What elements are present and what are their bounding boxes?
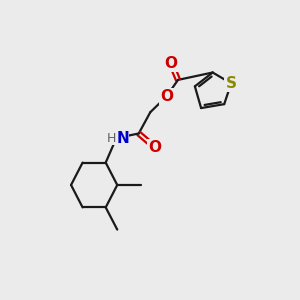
Text: O: O — [165, 56, 178, 71]
Text: S: S — [226, 76, 237, 91]
Text: O: O — [148, 140, 161, 155]
Text: N: N — [116, 130, 129, 146]
Text: H: H — [107, 132, 116, 145]
Text: O: O — [160, 89, 173, 104]
